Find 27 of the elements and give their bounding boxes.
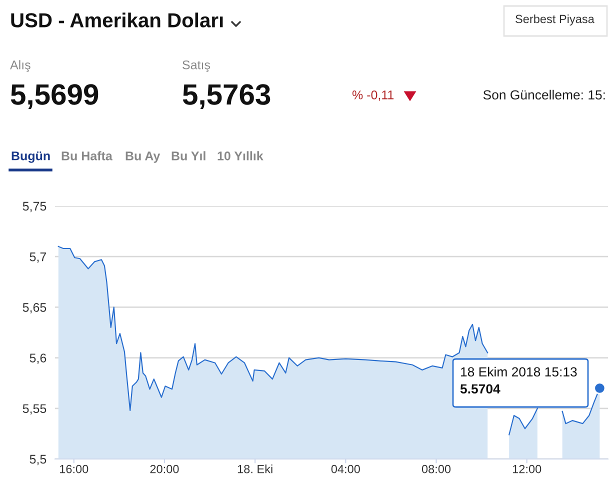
x-tick-label: 08:00 [422, 464, 451, 474]
x-tick-label: 16:00 [60, 464, 88, 474]
x-tick-label: 04:00 [331, 464, 360, 474]
x-tick-label: 18. Eki [238, 464, 272, 474]
x-tick-label: 12:00 [512, 464, 542, 474]
text: 10 Yıllık [218, 151, 264, 160]
text: Bu Yıl [172, 151, 206, 160]
y-tick-label: 5,55 [22, 404, 46, 415]
text: Alış [10, 60, 30, 72]
y-tick-label: 5,5 [30, 454, 46, 466]
annotation: 18 Ekim 2018 15:13 [461, 366, 577, 377]
y-tick-label: 5,65 [22, 303, 46, 314]
text: Bu Ay [126, 152, 160, 163]
text: % -0,11 [352, 90, 394, 101]
y-tick-label: 5,75 [22, 202, 46, 212]
chart-title: USD - Amerikan Doları [11, 12, 223, 28]
text: Bu Hafta [62, 151, 112, 160]
text: 5,5763 [182, 84, 270, 110]
y-tick-label: 5,6 [30, 354, 46, 364]
text: Bugün [12, 152, 50, 163]
text: Serbest Piyasa [516, 14, 594, 26]
annotation: 5.5704 [460, 384, 500, 394]
text: 5,5699 [10, 84, 98, 110]
y-tick-label: 5,7 [30, 252, 46, 263]
x-tick-label: 20:00 [150, 464, 179, 474]
text: Son Güncelleme: 15: [483, 90, 605, 100]
text: Satış [182, 60, 210, 72]
